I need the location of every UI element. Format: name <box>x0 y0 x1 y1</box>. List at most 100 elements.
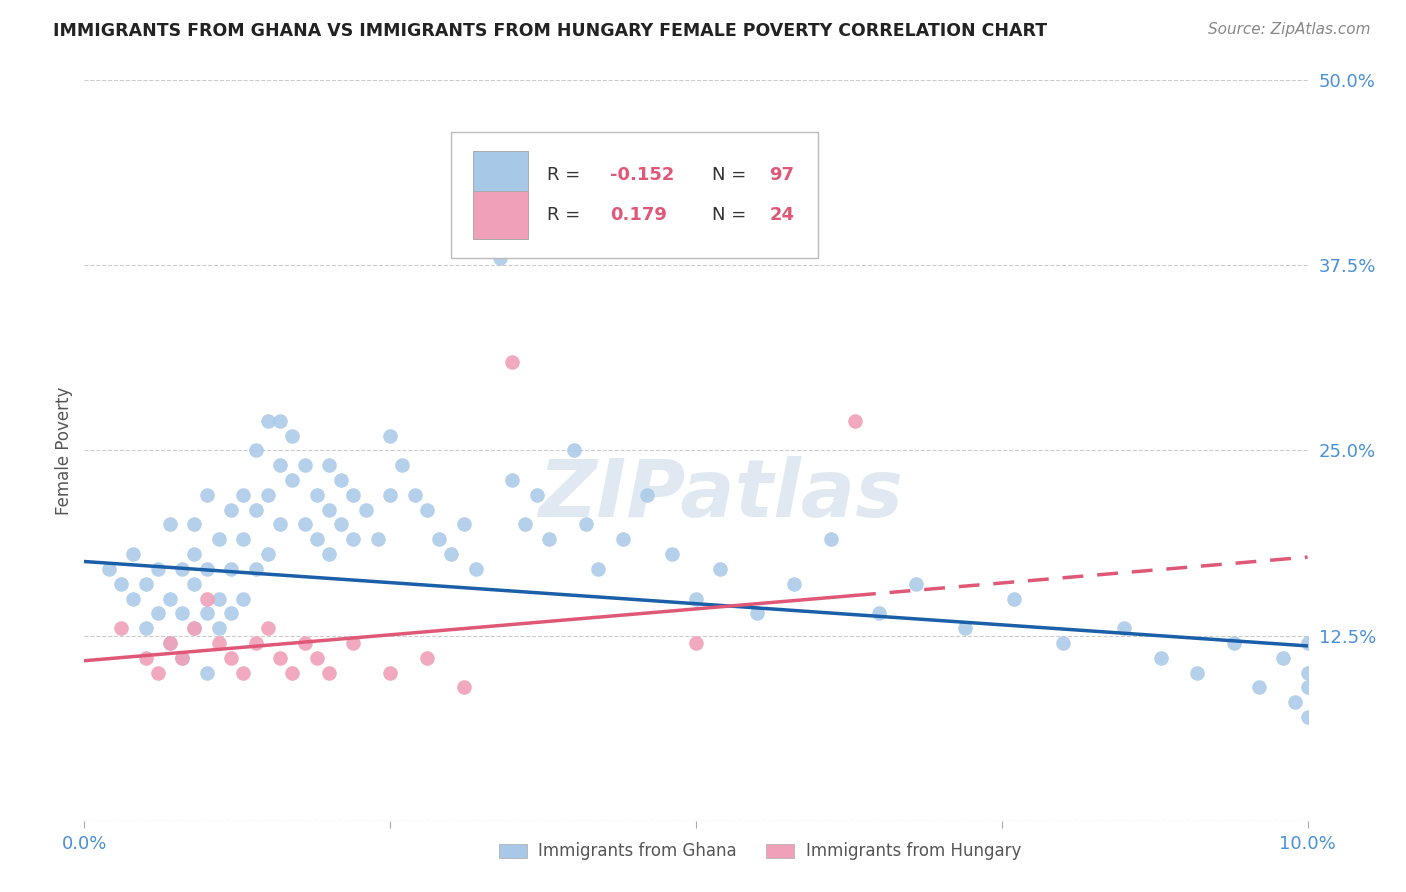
Point <box>391 458 413 473</box>
Point <box>219 650 242 665</box>
Point <box>513 517 536 532</box>
Point <box>281 428 304 442</box>
Point <box>183 576 205 591</box>
Point <box>269 650 291 665</box>
Point <box>159 517 181 532</box>
Point <box>502 354 524 368</box>
Text: R =: R = <box>547 206 586 225</box>
Point <box>1223 636 1246 650</box>
Point <box>562 443 585 458</box>
Point <box>146 665 169 680</box>
Point <box>159 636 181 650</box>
Point <box>416 650 439 665</box>
Point <box>586 562 609 576</box>
Point <box>747 607 769 621</box>
Point <box>380 428 402 442</box>
Point <box>1296 636 1319 650</box>
Point <box>526 488 548 502</box>
Point <box>305 650 328 665</box>
Point <box>404 488 426 502</box>
Text: Source: ZipAtlas.com: Source: ZipAtlas.com <box>1208 22 1371 37</box>
Y-axis label: Female Poverty: Female Poverty <box>55 386 73 515</box>
Point <box>257 621 280 635</box>
Point <box>232 488 254 502</box>
Point <box>453 681 475 695</box>
Point <box>636 488 658 502</box>
Point <box>172 650 194 665</box>
Point <box>318 665 340 680</box>
Point <box>305 533 328 547</box>
Text: Immigrants from Hungary: Immigrants from Hungary <box>806 842 1021 860</box>
Point <box>1247 681 1270 695</box>
Point <box>489 251 512 265</box>
Point <box>685 591 707 606</box>
Point <box>1052 636 1074 650</box>
Point <box>281 473 304 487</box>
Point <box>195 607 218 621</box>
Point <box>159 591 181 606</box>
Point <box>172 607 194 621</box>
Point <box>245 443 267 458</box>
Point <box>208 621 231 635</box>
Point <box>1002 591 1025 606</box>
Point <box>245 636 267 650</box>
Point <box>820 533 842 547</box>
Text: N =: N = <box>711 166 752 184</box>
Point <box>146 607 169 621</box>
FancyBboxPatch shape <box>451 132 818 258</box>
Point <box>208 533 231 547</box>
Point <box>575 517 598 532</box>
Point <box>257 488 280 502</box>
Point <box>1296 681 1319 695</box>
Point <box>905 576 928 591</box>
Point <box>844 414 866 428</box>
Point <box>342 533 364 547</box>
Text: ZIPatlas: ZIPatlas <box>538 456 903 534</box>
Point <box>257 547 280 561</box>
Point <box>440 547 463 561</box>
Point <box>1187 665 1209 680</box>
Point <box>1272 650 1295 665</box>
Point <box>294 636 316 650</box>
Point <box>1150 650 1173 665</box>
Point <box>709 562 731 576</box>
Point <box>122 591 145 606</box>
Point <box>318 502 340 516</box>
Point <box>219 502 242 516</box>
Point <box>183 517 205 532</box>
Point <box>135 621 157 635</box>
Point <box>195 591 218 606</box>
Point <box>464 562 486 576</box>
Point <box>172 562 194 576</box>
Point <box>953 621 976 635</box>
Point <box>477 221 499 235</box>
Bar <box>474 151 529 199</box>
Point <box>208 591 231 606</box>
Point <box>783 576 806 591</box>
Point <box>318 458 340 473</box>
Point <box>305 488 328 502</box>
Point <box>380 665 402 680</box>
Text: N =: N = <box>711 206 752 225</box>
Point <box>269 517 291 532</box>
Point <box>135 650 157 665</box>
Point <box>245 502 267 516</box>
Point <box>97 562 120 576</box>
Point <box>232 665 254 680</box>
Point <box>367 533 389 547</box>
Point <box>1296 710 1319 724</box>
Point <box>183 547 205 561</box>
Point <box>122 547 145 561</box>
Point <box>281 665 304 680</box>
Text: -0.152: -0.152 <box>610 166 675 184</box>
Point <box>330 473 353 487</box>
Point <box>342 488 364 502</box>
Text: 0.179: 0.179 <box>610 206 668 225</box>
Point <box>110 621 132 635</box>
Point <box>416 502 439 516</box>
Point <box>685 636 707 650</box>
Point <box>195 562 218 576</box>
Point <box>354 502 377 516</box>
Point <box>380 488 402 502</box>
Point <box>135 576 157 591</box>
